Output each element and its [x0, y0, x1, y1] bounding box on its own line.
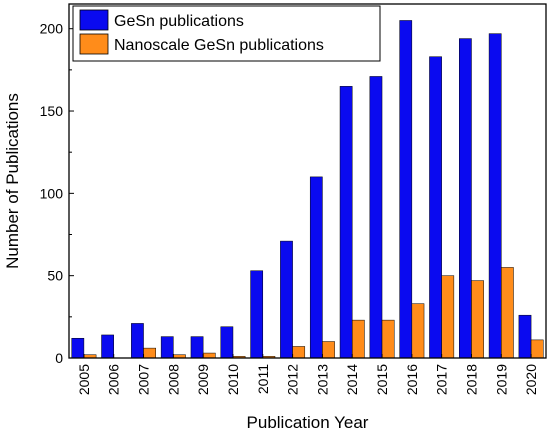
x-tick-label: 2015	[374, 364, 390, 395]
bar-gesn-2018	[459, 38, 472, 359]
y-tick-label: 200	[40, 21, 64, 37]
bar-gesn-2011	[250, 270, 264, 359]
bar-gesn-2016	[399, 20, 413, 359]
x-tick-label: 2011	[255, 364, 271, 394]
bar-gesn-2015	[369, 76, 383, 359]
y-tick-label: 100	[40, 185, 64, 201]
bar-nanoscale-gesn-2007	[143, 347, 156, 359]
bar-gesn-2008	[160, 336, 174, 359]
y-tick-label: 150	[40, 103, 64, 119]
x-tick-label: 2012	[285, 364, 301, 395]
bar-gesn-2019	[488, 33, 502, 359]
plot-frame	[68, 3, 547, 359]
x-tick-label: 2017	[434, 364, 450, 395]
bar-nanoscale-gesn-2009	[202, 352, 216, 359]
bar-gesn-2017	[429, 56, 442, 359]
y-axis-title: Number of Publications	[3, 93, 22, 269]
bar-nanoscale-gesn-2014	[351, 319, 365, 359]
legend-box	[72, 5, 381, 62]
y-tick-label: 0	[55, 350, 63, 366]
bar-gesn-2009	[190, 336, 204, 359]
y-tick-label: 50	[47, 268, 63, 284]
bar-nanoscale-gesn-2015	[381, 319, 395, 359]
bar-gesn-2007	[131, 323, 144, 359]
bar-nanoscale-gesn-2017	[441, 275, 455, 359]
bar-gesn-2010	[220, 326, 234, 359]
bars-group	[71, 20, 544, 359]
x-tick-label: 2014	[344, 364, 360, 395]
bar-nanoscale-gesn-2012	[292, 346, 306, 359]
legend: GeSn publications Nanoscale GeSn publica…	[72, 5, 381, 62]
x-tick-label: 2009	[195, 364, 211, 395]
bar-gesn-2012	[280, 240, 293, 359]
legend-swatch-nanoscale-gesn	[79, 33, 109, 55]
x-tick-label: 2008	[165, 364, 181, 395]
bar-nanoscale-gesn-2016	[411, 303, 425, 359]
x-axis-title: Publication Year	[247, 413, 369, 432]
x-tick-label: 2006	[106, 364, 122, 395]
bar-nanoscale-gesn-2013	[322, 341, 335, 359]
x-tick-label: 2013	[314, 364, 330, 395]
bar-gesn-2013	[309, 176, 323, 359]
x-tick-label: 2020	[523, 364, 539, 395]
x-tick-label: 2010	[225, 364, 241, 395]
x-tick-label: 2019	[493, 364, 509, 395]
bar-gesn-2005	[71, 337, 85, 359]
x-tick-label: 2018	[463, 364, 479, 395]
x-tick-label: 2016	[404, 364, 420, 395]
x-tick-label: 2007	[136, 364, 152, 395]
bar-nanoscale-gesn-2018	[471, 280, 484, 359]
bar-nanoscale-gesn-2019	[501, 267, 514, 359]
bar-nanoscale-gesn-2020	[530, 339, 544, 359]
x-tick-label: 2005	[76, 364, 92, 395]
legend-label-gesn: GeSn publications	[114, 13, 244, 30]
legend-label-nanoscale-gesn: Nanoscale GeSn publications	[114, 37, 324, 54]
x-axis: 2005 2006 2007 2008 2009 2010 2011 2012 2013 2014…	[76, 354, 539, 395]
legend-swatch-gesn	[79, 9, 109, 31]
y-axis: 0 50 100 150 200	[40, 21, 74, 366]
bar-gesn-2020	[518, 314, 532, 359]
bar-gesn-2006	[101, 334, 114, 359]
bar-gesn-2014	[339, 86, 353, 359]
